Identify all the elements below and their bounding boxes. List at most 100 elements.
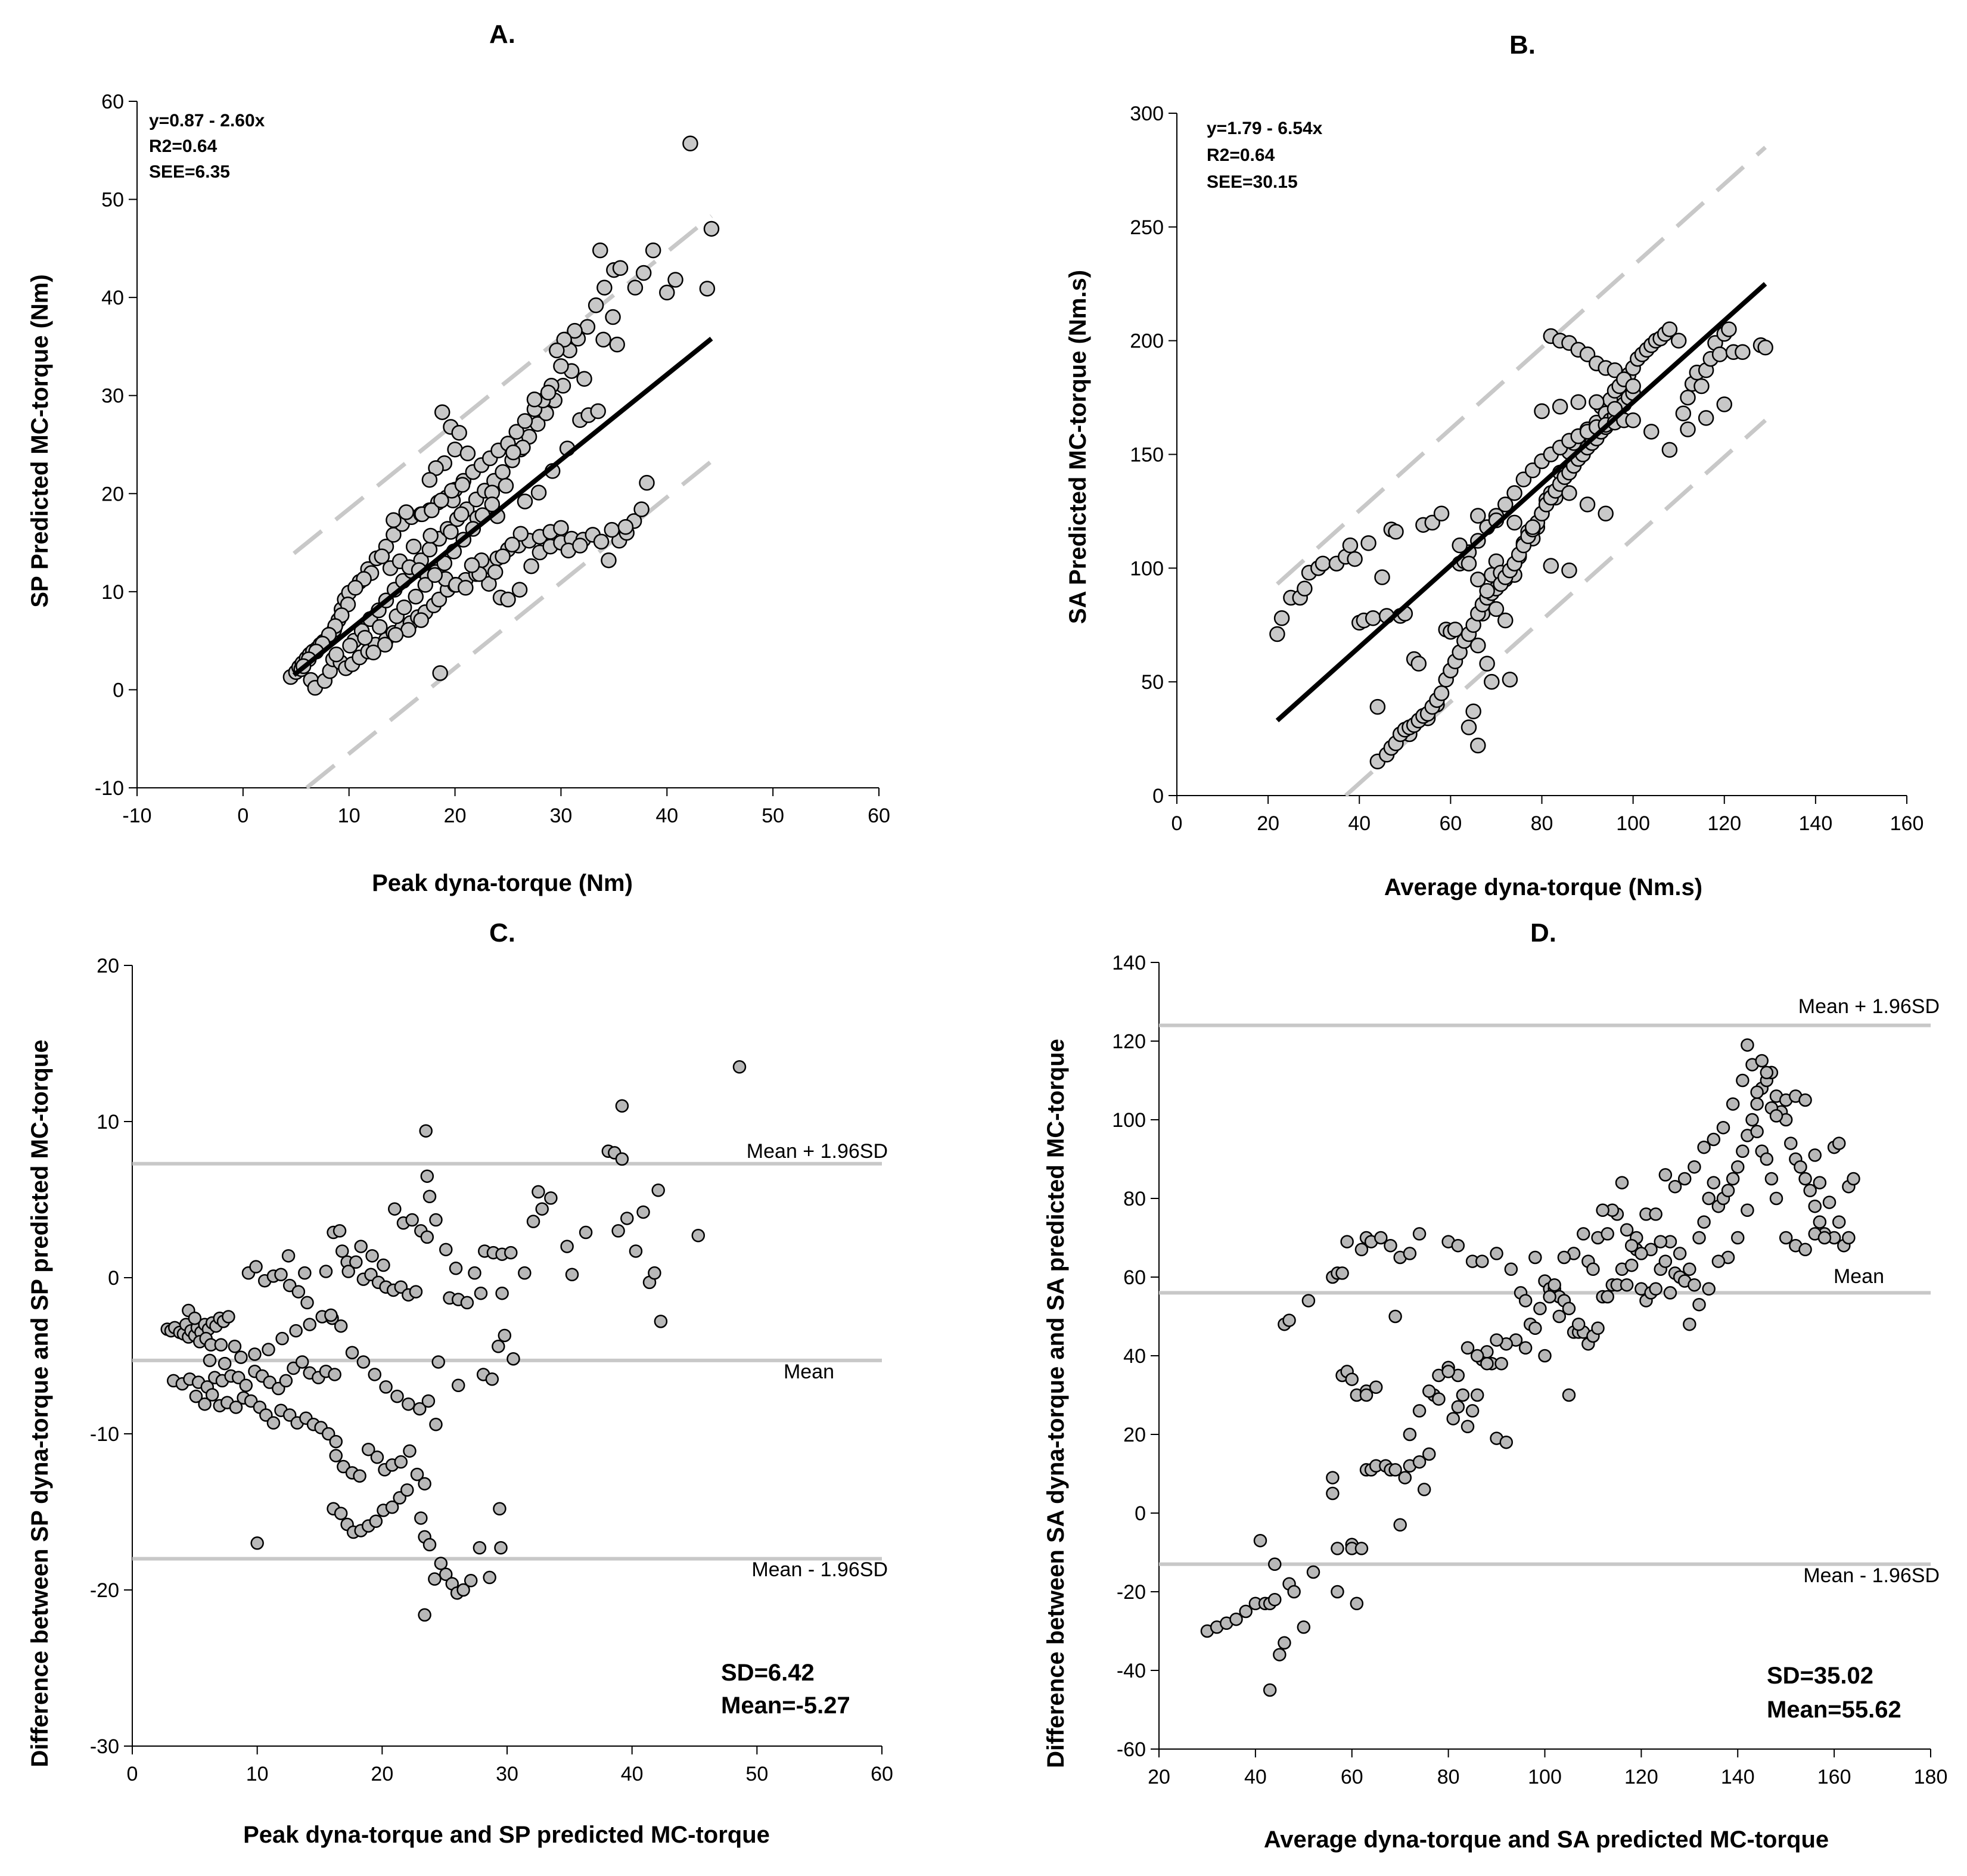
- panel-d-data-point: [1480, 1356, 1494, 1371]
- panel-a-data-point: [459, 445, 476, 462]
- panel-b-data-point: [1680, 389, 1696, 406]
- panel-c-data-point: [560, 1240, 574, 1253]
- panel-d-data-point: [1649, 1207, 1663, 1221]
- panel-d-data-point: [1707, 1132, 1721, 1147]
- panel-a-x-tick-label: 50: [762, 805, 784, 827]
- panel-b-data-point: [1360, 535, 1376, 551]
- panel-a-data-point: [424, 502, 440, 518]
- panel-c-data-point: [611, 1224, 625, 1238]
- panel-c-data-point: [266, 1416, 281, 1430]
- panel-c-data-point: [494, 1541, 508, 1555]
- panel-c-data-point: [429, 1418, 443, 1431]
- panel-b: B. Average dyna-torque (Nm.s) SA Predict…: [1065, 30, 1924, 900]
- panel-c-data-point: [421, 1394, 436, 1408]
- panel-d-data-point: [1577, 1227, 1590, 1241]
- panel-a-data-point: [576, 371, 592, 387]
- panel-c-data-point: [281, 1249, 296, 1263]
- panel-a-data-point: [431, 591, 448, 608]
- panel-b-data-point: [1534, 403, 1550, 420]
- panel-a-data-point: [609, 336, 625, 353]
- panel-d-data-point: [1388, 1463, 1402, 1477]
- panel-a-y-tick-label: 10: [101, 581, 124, 604]
- panel-a-y-tick-label: -10: [95, 777, 124, 800]
- panel-a-data-point: [342, 638, 358, 654]
- panel-d-sd: SD=35.02: [1767, 1663, 1873, 1689]
- panel-a-data-point: [703, 220, 720, 237]
- panel-a-data-point: [595, 331, 611, 348]
- panel-a-data-point: [421, 471, 438, 488]
- panel-a-data-point: [357, 629, 373, 646]
- panel-a-data-point: [659, 284, 675, 301]
- panel-a-data-point: [405, 538, 422, 555]
- panel-a-data-point: [500, 591, 516, 608]
- panel-c-data-point: [203, 1353, 217, 1368]
- panel-d-data-point: [1668, 1179, 1682, 1194]
- panel-b-data-point: [1433, 685, 1450, 701]
- panel-c-data-point: [298, 1266, 312, 1280]
- panel-b-data-point: [1447, 622, 1463, 638]
- panel-d-data-point: [1422, 1384, 1436, 1398]
- panel-c-data-point: [188, 1311, 202, 1325]
- panel-d-data-point: [1769, 1109, 1783, 1123]
- panel-a-equation: y=0.87 - 2.60x: [149, 111, 265, 131]
- panel-a-data-point: [567, 322, 583, 339]
- panel-d-data-point: [1403, 1247, 1417, 1260]
- panel-c-data-point: [498, 1328, 512, 1343]
- panel-a-data-point: [549, 342, 565, 359]
- panel-c-data-point: [483, 1570, 496, 1585]
- panel-b-x-tick-label: 60: [1439, 812, 1462, 835]
- panel-c-data-point: [428, 1572, 442, 1586]
- panel-d-data-point: [1350, 1597, 1364, 1611]
- panel-c-data-point: [300, 1296, 314, 1310]
- panel-c-data-point: [319, 1265, 333, 1278]
- panel-c-data-point: [369, 1514, 383, 1528]
- panel-a-data-point: [398, 504, 415, 520]
- panel-d-y-tick-label: -20: [1117, 1581, 1146, 1604]
- panel-d-data-point: [1726, 1097, 1740, 1111]
- panel-c-data-point: [329, 1434, 343, 1449]
- panel-a-x-tick-label: 30: [550, 805, 573, 827]
- panel-c-data-point: [620, 1212, 634, 1225]
- panel-c-data-point: [394, 1455, 408, 1469]
- panel-d-data-point: [1620, 1223, 1634, 1237]
- panel-d-y-tick-label: 140: [1112, 952, 1146, 974]
- panel-d-data-point: [1721, 1184, 1735, 1198]
- panel-d-data-point: [1847, 1172, 1860, 1186]
- panel-d-data-point: [1528, 1321, 1542, 1335]
- panel-a-see: SEE=6.35: [149, 162, 230, 182]
- panel-a-data-point: [635, 265, 652, 281]
- panel-a-data-point: [464, 557, 480, 573]
- panel-a-data-point: [592, 242, 608, 259]
- panel-d-data-point: [1620, 1278, 1634, 1292]
- panel-c-data-point: [412, 1402, 427, 1416]
- panel-c-data-point: [370, 1451, 384, 1464]
- panel-d-data-point: [1470, 1349, 1484, 1363]
- panel-b-data-point: [1470, 637, 1486, 654]
- panel-a-data-point: [396, 599, 412, 616]
- panel-d-data-point: [1388, 1309, 1402, 1324]
- panel-d-data-point: [1726, 1172, 1740, 1186]
- panel-d-data-point: [1624, 1258, 1639, 1272]
- panel-d-data-point: [1273, 1648, 1287, 1661]
- panel-d-data-point: [1548, 1278, 1561, 1292]
- panel-a-x-axis-label: Peak dyna-torque (Nm): [372, 870, 633, 896]
- panel-b-x-tick-label: 100: [1616, 812, 1650, 835]
- panel-b-data-point: [1502, 672, 1518, 688]
- panel-d-data-point: [1354, 1243, 1369, 1257]
- panel-c-data-point: [228, 1340, 242, 1353]
- panel-b-data-point: [1698, 410, 1714, 426]
- panel-b-r2: R2=0.64: [1207, 145, 1275, 165]
- panel-a-data-point: [454, 477, 471, 493]
- panel-c-data-point: [217, 1356, 232, 1371]
- panel-d-data-point: [1441, 1365, 1455, 1378]
- panel-d-data-point: [1716, 1120, 1730, 1135]
- panel-c-data-point: [354, 1240, 368, 1253]
- panel-d-data-point: [1808, 1148, 1822, 1162]
- panel-a-data-point: [617, 518, 634, 535]
- panel-c-data-point: [214, 1338, 228, 1352]
- panel-c-data-point: [506, 1352, 520, 1366]
- panel-a-data-point: [495, 464, 511, 480]
- panel-d-data-point: [1794, 1160, 1807, 1174]
- panel-a-data-point: [443, 524, 459, 540]
- panel-d-data-point: [1340, 1235, 1354, 1248]
